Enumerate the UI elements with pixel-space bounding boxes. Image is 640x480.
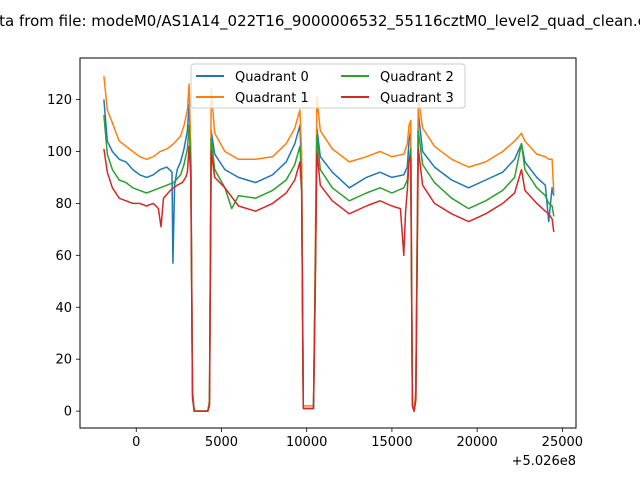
chart-title: Data from file: modeM0/AS1A14_022T16_900… <box>0 12 640 31</box>
series-lines <box>103 76 555 412</box>
x-tick-label: 0 <box>132 435 140 450</box>
series-line-quadrant-3 <box>103 145 555 412</box>
y-tick-label: 120 <box>47 93 72 108</box>
legend-label-quadrant-0: Quadrant 0 <box>235 70 309 85</box>
x-tick-label: 20000 <box>456 435 497 450</box>
y-tick-label: 80 <box>55 197 72 212</box>
y-tick-label: 40 <box>55 301 72 316</box>
x-offset-label: +5.026e8 <box>512 454 576 469</box>
x-tick-label: 15000 <box>371 435 412 450</box>
axes-frame <box>79 57 577 429</box>
series-line-quadrant-1 <box>103 76 555 412</box>
legend-box <box>190 63 466 109</box>
y-tick-label: 20 <box>55 353 72 368</box>
x-axis: 0 5000 10000 15000 20000 25000 <box>132 428 583 450</box>
x-tick-label: 25000 <box>542 435 583 450</box>
legend-label-quadrant-2: Quadrant 2 <box>380 70 454 85</box>
legend-label-quadrant-1: Quadrant 1 <box>235 91 309 106</box>
x-tick-label: 5000 <box>205 435 238 450</box>
x-tick-label: 10000 <box>286 435 327 450</box>
y-tick-label: 0 <box>64 405 72 420</box>
legend: Quadrant 0 Quadrant 1 Quadrant 2 Quadrant 3 <box>190 63 466 109</box>
y-tick-label: 60 <box>55 249 72 264</box>
y-tick-label: 100 <box>47 145 72 160</box>
y-axis: 0 20 40 60 80 100 120 <box>47 93 80 420</box>
legend-label-quadrant-3: Quadrant 3 <box>380 91 454 106</box>
series-line-quadrant-2 <box>103 115 555 412</box>
